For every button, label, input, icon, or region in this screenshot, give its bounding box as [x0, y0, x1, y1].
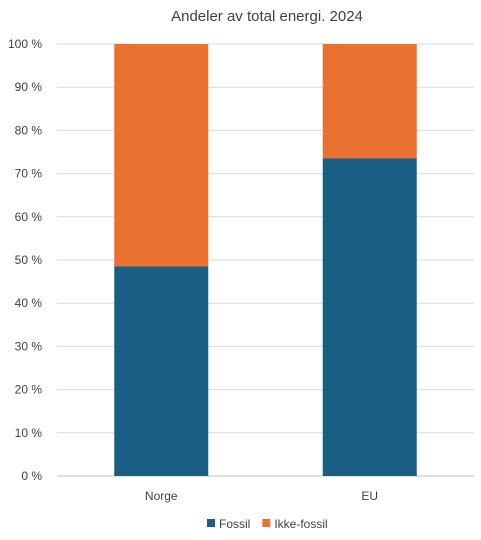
legend: Fossil Ikke-fossil	[207, 517, 328, 531]
bars	[114, 44, 417, 477]
legend-label: Fossil	[219, 517, 250, 531]
bar-fossil-norge	[114, 266, 209, 476]
bar-fossil-eu	[322, 158, 417, 477]
y-tick-label: 40 %	[15, 296, 43, 310]
y-tick-label: 0 %	[21, 469, 42, 483]
legend-label: Ikke-fossil	[274, 517, 327, 531]
bar-ikke-fossil-eu	[322, 44, 417, 159]
y-tick-label: 30 %	[15, 339, 43, 353]
legend-swatch	[262, 519, 271, 527]
y-tick-label: 90 %	[15, 80, 43, 94]
y-tick-label: 50 %	[15, 253, 43, 267]
y-tick-label: 20 %	[15, 383, 43, 397]
x-category-label: EU	[361, 489, 378, 503]
x-axis: Norge EU	[145, 489, 378, 503]
bar-ikke-fossil-norge	[114, 44, 209, 267]
chart-title: Andeler av total energi. 2024	[171, 8, 363, 25]
y-axis: 0 % 10 % 20 % 30 % 40 % 50 % 60 % 70 % 80 % 90 % 1…	[8, 37, 42, 483]
y-tick-label: 70 %	[15, 167, 43, 181]
y-tick-label: 80 %	[15, 123, 43, 137]
legend-swatch	[207, 519, 215, 527]
y-tick-label: 60 %	[15, 210, 43, 224]
y-tick-label: 10 %	[15, 426, 43, 440]
y-tick-label: 100 %	[8, 37, 42, 51]
x-category-label: Norge	[145, 489, 178, 503]
